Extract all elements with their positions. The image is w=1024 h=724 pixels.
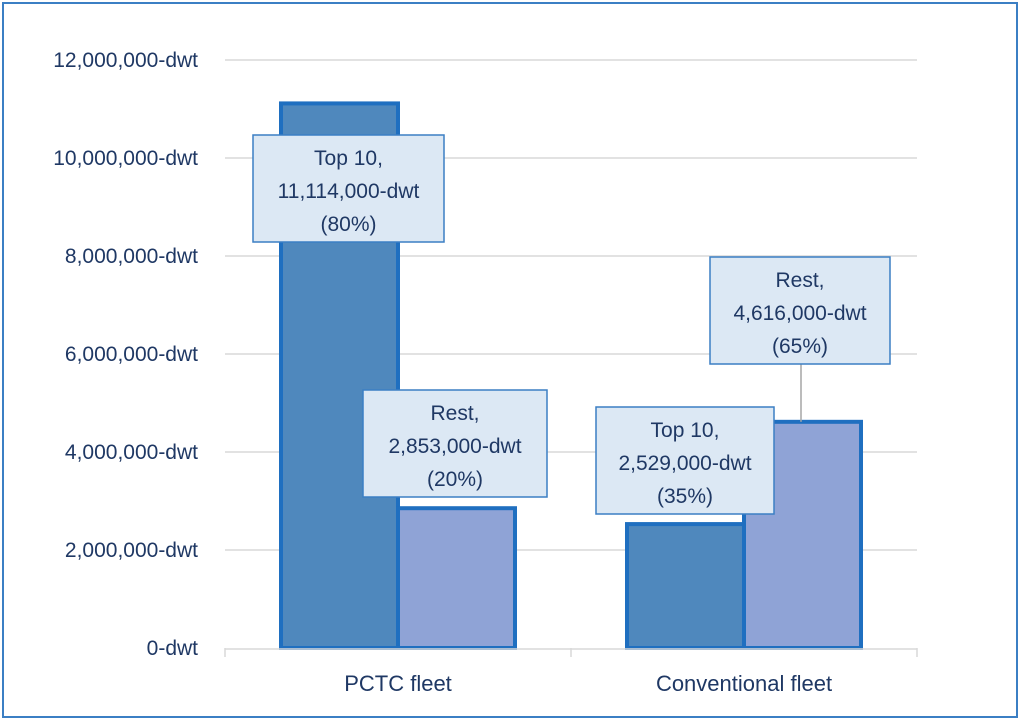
y-tick-label: 6,000,000-dwt — [65, 343, 198, 366]
data-label-text: (35%) — [657, 485, 713, 508]
x-tick-label: Conventional fleet — [656, 671, 832, 696]
data-label-text: 2,529,000-dwt — [618, 452, 751, 475]
data-label-text: 2,853,000-dwt — [388, 435, 521, 458]
y-axis-ticks: 0-dwt 2,000,000-dwt 4,000,000-dwt 6,000,000… — [53, 49, 198, 660]
data-label-box — [252, 134, 445, 243]
data-label-callout: Rest, 2,853,000-dwt (20%) — [362, 389, 548, 498]
data-label-text: Rest, — [775, 269, 824, 292]
y-tick-label: 4,000,000-dwt — [65, 441, 198, 464]
x-axis — [224, 648, 918, 657]
bar-rest-pctc-fleet — [396, 506, 517, 650]
data-label-text: Top 10, — [651, 419, 720, 442]
data-labels: Top 10, 11,114,000-dwt (80%) Rest, 2,853,000… — [252, 134, 891, 515]
data-label-text: (65%) — [772, 335, 828, 358]
data-label-callout: Top 10, 11,114,000-dwt (80%) — [252, 134, 445, 243]
data-label-callout: Top 10, 2,529,000-dwt (35%) — [595, 406, 775, 515]
y-tick-label: 0-dwt — [147, 637, 199, 660]
x-axis-ticks: PCTC fleet Conventional fleet — [344, 671, 832, 696]
data-label-text: (80%) — [320, 213, 376, 236]
x-tick-label: PCTC fleet — [344, 671, 452, 696]
data-label-text: 11,114,000-dwt — [278, 180, 420, 203]
y-tick-label: 12,000,000-dwt — [53, 49, 198, 72]
data-label-text: (20%) — [427, 468, 483, 491]
bar-top10-conventional-fleet — [625, 522, 746, 650]
data-label-box — [709, 256, 891, 365]
data-label-callout: Rest, 4,616,000-dwt (65%) — [709, 256, 891, 422]
data-label-box — [595, 406, 775, 515]
y-tick-label: 2,000,000-dwt — [65, 539, 198, 562]
data-label-text: 4,616,000-dwt — [733, 302, 866, 325]
data-label-text: Top 10, — [314, 147, 383, 170]
y-tick-label: 10,000,000-dwt — [53, 147, 198, 170]
data-label-text: Rest, — [430, 402, 479, 425]
data-label-box — [362, 389, 548, 498]
y-tick-label: 8,000,000-dwt — [65, 245, 198, 268]
